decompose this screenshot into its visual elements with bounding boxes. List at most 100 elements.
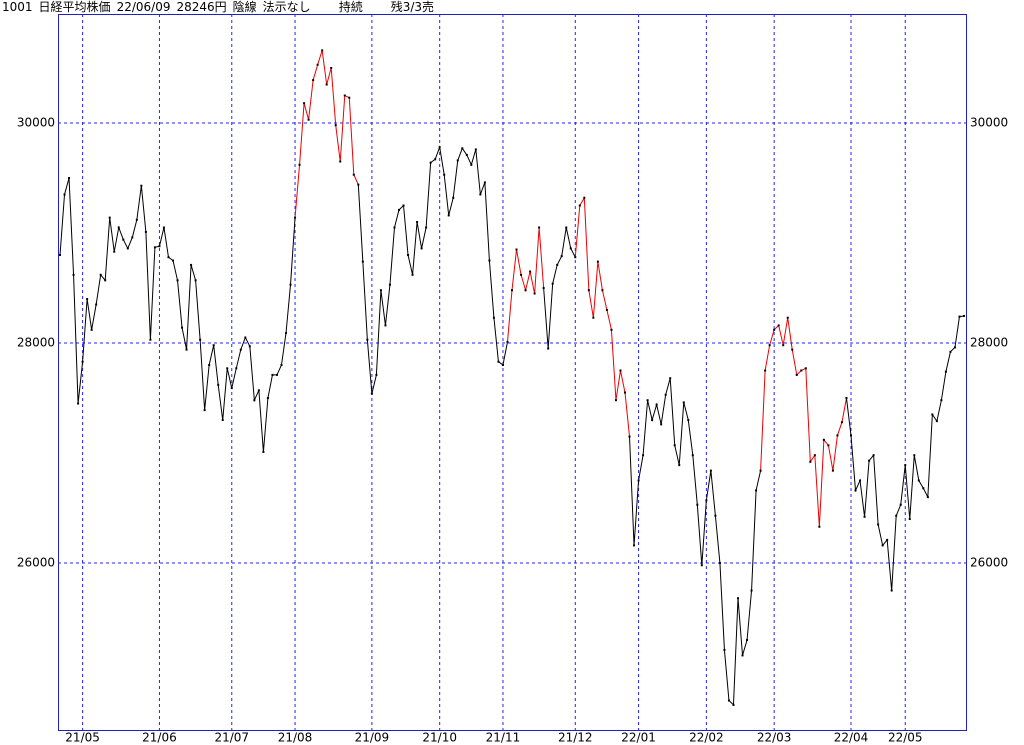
point xyxy=(144,230,147,233)
point xyxy=(366,338,369,341)
point xyxy=(86,298,89,301)
point xyxy=(416,221,419,224)
point xyxy=(542,287,545,290)
point xyxy=(587,289,590,292)
point xyxy=(660,423,663,426)
point xyxy=(831,469,834,472)
line-piece xyxy=(574,196,631,437)
point xyxy=(931,413,934,416)
point xyxy=(294,216,297,219)
point xyxy=(230,387,233,390)
point xyxy=(447,214,450,217)
point xyxy=(212,344,215,347)
point xyxy=(506,340,509,343)
point xyxy=(592,316,595,319)
point xyxy=(651,419,654,422)
point xyxy=(226,367,229,370)
line-piece xyxy=(59,177,296,452)
point xyxy=(501,364,504,367)
point xyxy=(624,391,626,394)
point xyxy=(926,496,929,499)
point xyxy=(208,364,211,367)
point xyxy=(529,270,532,273)
y2-tick-label: 30000 xyxy=(970,116,1008,130)
point xyxy=(95,303,98,306)
point xyxy=(434,158,437,161)
point xyxy=(361,260,364,263)
point xyxy=(682,401,685,404)
point xyxy=(827,444,830,447)
point xyxy=(312,79,315,82)
point xyxy=(244,336,247,339)
point xyxy=(655,403,658,406)
point xyxy=(646,399,649,402)
point xyxy=(764,369,767,372)
point xyxy=(551,282,554,285)
line-piece xyxy=(506,227,545,342)
point xyxy=(777,324,780,327)
point xyxy=(610,328,613,331)
point xyxy=(605,309,608,312)
line-piece xyxy=(294,50,359,218)
y2-tick-label: 26000 xyxy=(970,556,1008,570)
point xyxy=(574,256,577,259)
point xyxy=(705,499,708,502)
candle: 陰線 xyxy=(232,0,257,14)
point xyxy=(352,173,355,176)
point xyxy=(569,247,572,250)
point xyxy=(379,289,382,292)
point xyxy=(126,247,129,250)
point xyxy=(868,459,871,462)
point xyxy=(497,360,500,363)
x-tick-label: 21/08 xyxy=(278,731,313,745)
point xyxy=(370,392,373,395)
point xyxy=(511,289,513,292)
point xyxy=(181,326,184,329)
point xyxy=(176,279,179,282)
x-tick-label: 21/11 xyxy=(486,731,521,745)
point xyxy=(628,435,631,438)
point xyxy=(850,434,852,437)
point xyxy=(153,246,156,249)
point xyxy=(732,703,735,706)
point xyxy=(515,248,518,251)
point xyxy=(691,454,694,457)
x-tick-label: 21/12 xyxy=(558,731,593,745)
point xyxy=(330,67,333,70)
point xyxy=(190,263,193,266)
point xyxy=(953,346,956,349)
point xyxy=(280,364,283,367)
point xyxy=(949,350,952,353)
point xyxy=(108,216,111,219)
point xyxy=(773,328,776,331)
point xyxy=(307,118,310,121)
point xyxy=(248,345,251,348)
point xyxy=(669,377,672,380)
point xyxy=(895,514,898,517)
point xyxy=(402,204,405,207)
point xyxy=(935,420,938,423)
point xyxy=(384,324,387,327)
point xyxy=(140,184,143,187)
y2-tick-label: 28000 xyxy=(970,336,1008,350)
point xyxy=(162,226,165,229)
point xyxy=(194,279,197,282)
point xyxy=(709,469,712,472)
point xyxy=(420,247,423,250)
x-tick-label: 22/01 xyxy=(621,731,656,745)
point xyxy=(547,347,550,350)
x-tick-label: 21/06 xyxy=(142,731,177,745)
point xyxy=(520,273,523,276)
point xyxy=(357,183,360,186)
point xyxy=(565,226,568,229)
point xyxy=(755,489,758,492)
point xyxy=(809,460,812,463)
point xyxy=(339,160,342,163)
x-tick-label: 22/05 xyxy=(888,731,923,745)
point xyxy=(614,399,617,402)
point xyxy=(678,464,681,467)
point xyxy=(239,348,242,351)
point xyxy=(890,589,893,592)
